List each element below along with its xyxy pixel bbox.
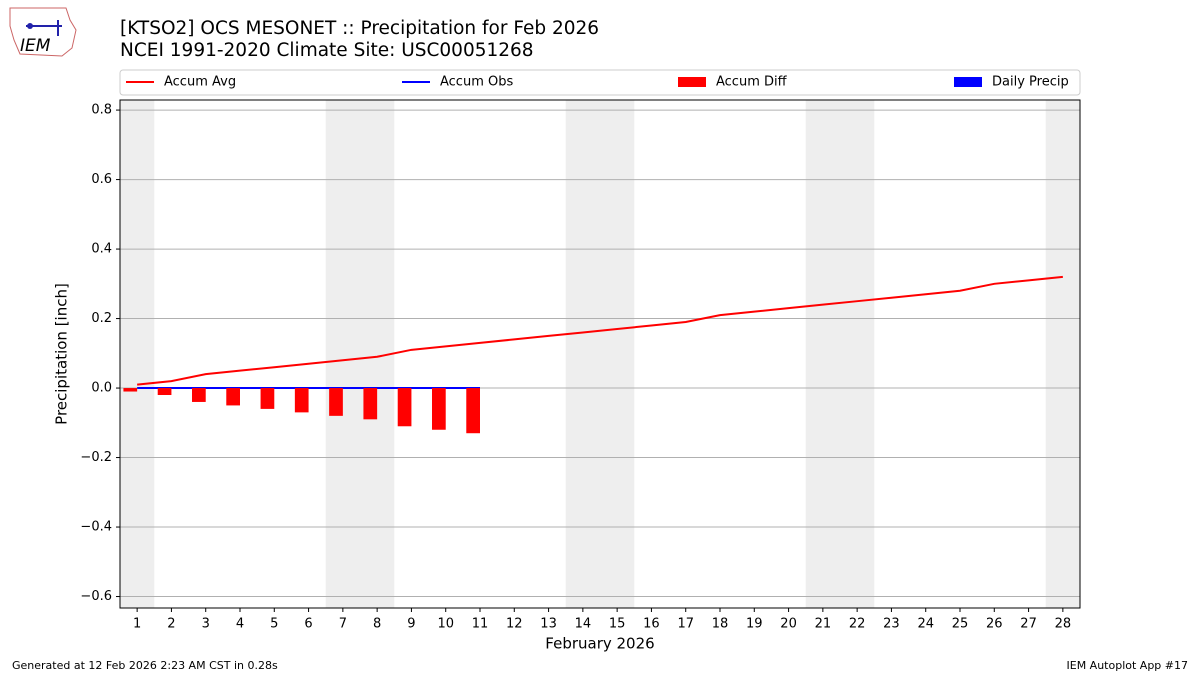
y-tick-label: 0.2 — [91, 311, 112, 326]
bar — [329, 388, 343, 416]
x-tick-label: 5 — [270, 617, 278, 632]
y-tick-label: −0.6 — [80, 589, 112, 604]
chart-title: [KTSO2] OCS MESONET :: Precipitation for… — [120, 18, 599, 39]
logo: IEM — [9, 7, 77, 57]
legend-swatch — [678, 77, 706, 87]
x-tick-label: 11 — [472, 617, 489, 632]
weekend-shade — [805, 100, 875, 608]
bar — [123, 388, 138, 392]
x-tick-label: 25 — [952, 617, 969, 632]
bar — [466, 388, 480, 434]
bar — [260, 388, 275, 409]
x-tick-label: 9 — [407, 617, 415, 632]
x-tick-label: 23 — [883, 617, 900, 632]
x-tick-label: 13 — [540, 617, 557, 632]
weekend-shade — [120, 100, 155, 608]
x-tick-label: 17 — [677, 617, 694, 632]
bar — [294, 388, 309, 413]
bar — [226, 388, 240, 406]
y-tick-label: 0.6 — [91, 172, 112, 187]
chart-subtitle: NCEI 1991-2020 Climate Site: USC00051268 — [120, 40, 534, 61]
x-tick-label: 12 — [506, 617, 523, 632]
weekend-shade — [1045, 100, 1080, 608]
y-tick-label: 0.4 — [91, 242, 112, 257]
footer-left: Generated at 12 Feb 2026 2:23 AM CST in … — [12, 659, 278, 672]
x-tick-label: 14 — [575, 617, 592, 632]
y-tick-label: −0.4 — [80, 520, 112, 535]
y-tick-label: −0.2 — [80, 450, 112, 465]
legend-label: Accum Diff — [716, 75, 788, 90]
bar — [432, 388, 446, 430]
x-tick-label: 20 — [780, 617, 797, 632]
weekend-shade — [565, 100, 635, 608]
y-tick-label: 0.0 — [91, 381, 112, 396]
x-tick-label: 8 — [373, 617, 381, 632]
legend-swatch — [954, 77, 982, 87]
legend-label: Accum Obs — [440, 75, 513, 90]
logo-text: IEM — [20, 36, 51, 56]
x-tick-label: 7 — [339, 617, 347, 632]
x-tick-label: 3 — [202, 617, 210, 632]
x-tick-label: 4 — [236, 617, 244, 632]
x-tick-label: 27 — [1020, 617, 1037, 632]
x-tick-label: 15 — [609, 617, 626, 632]
bar — [397, 388, 412, 427]
x-tick-label: 6 — [304, 617, 312, 632]
x-tick-label: 18 — [712, 617, 729, 632]
x-tick-label: 10 — [437, 617, 454, 632]
weekend-shade — [325, 100, 395, 608]
y-tick-label: 0.8 — [91, 103, 112, 118]
x-tick-label: 28 — [1055, 617, 1072, 632]
x-tick-label: 24 — [917, 617, 934, 632]
bar — [363, 388, 378, 420]
x-axis-label: February 2026 — [545, 635, 654, 653]
plot-area: −0.6−0.4−0.20.00.20.40.60.81 2 3 4 5 6 7 8 9 10 11… — [80, 99, 1081, 632]
y-axis-label: Precipitation [inch] — [53, 283, 71, 425]
legend-label: Accum Avg — [164, 75, 236, 90]
line — [137, 275, 1063, 386]
legend-label: Daily Precip — [992, 75, 1069, 90]
x-tick-label: 26 — [986, 617, 1003, 632]
x-tick-label: 22 — [849, 617, 866, 632]
bar — [192, 388, 206, 402]
x-tick-label: 2 — [167, 617, 175, 632]
bar — [157, 388, 172, 396]
x-tick-label: 1 — [133, 617, 141, 632]
x-tick-label: 21 — [815, 617, 832, 632]
x-tick-label: 19 — [746, 617, 763, 632]
axes-frame — [119, 99, 1081, 609]
legend-box — [119, 69, 1081, 96]
footer-right: IEM Autoplot App #17 — [1067, 659, 1189, 672]
x-tick-label: 16 — [643, 617, 660, 632]
